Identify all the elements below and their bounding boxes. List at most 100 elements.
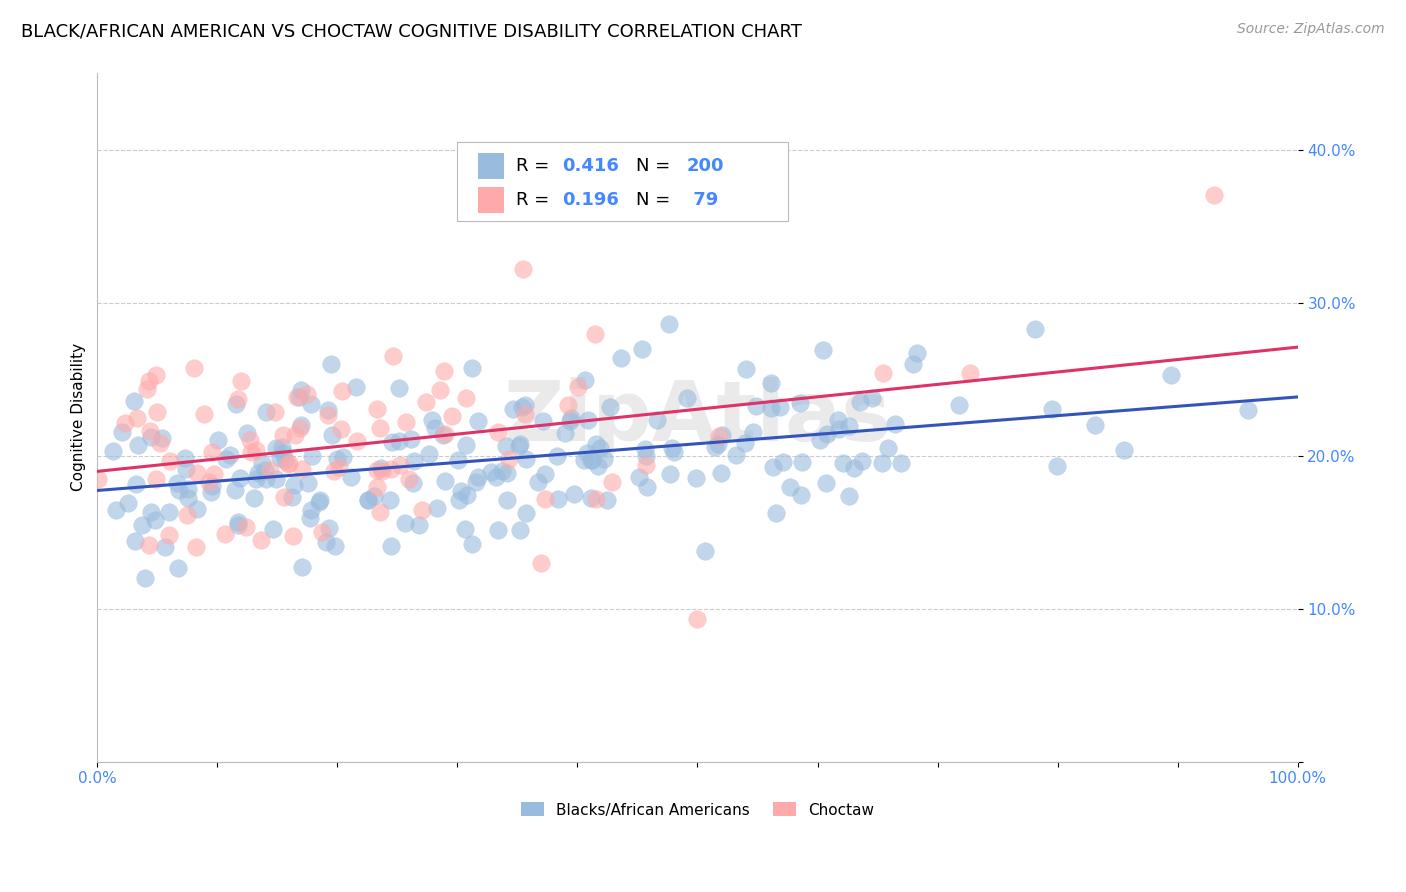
Point: [790, 455, 813, 469]
Point: [515, 398, 537, 412]
Point: [183, 360, 205, 375]
Point: [959, 367, 981, 381]
Point: [579, 453, 602, 467]
Point: [169, 483, 191, 498]
Text: ZipAtlas: ZipAtlas: [503, 376, 891, 458]
Point: [228, 392, 250, 406]
Point: [104, 503, 127, 517]
Point: [498, 451, 520, 466]
Point: [661, 441, 683, 455]
Point: [572, 453, 595, 467]
Point: [599, 401, 621, 415]
Point: [585, 437, 607, 451]
Point: [215, 452, 238, 467]
Point: [131, 517, 153, 532]
Point: [167, 560, 190, 574]
Point: [479, 465, 502, 479]
Point: [235, 426, 257, 441]
Point: [589, 442, 612, 456]
Point: [533, 492, 555, 507]
Text: N =: N =: [637, 157, 676, 175]
Point: [277, 456, 299, 470]
Point: [508, 439, 530, 453]
Point: [346, 434, 368, 449]
Point: [467, 414, 489, 428]
Point: [146, 404, 169, 418]
Point: [157, 505, 180, 519]
Point: [344, 380, 367, 394]
Point: [905, 346, 928, 360]
Point: [602, 475, 624, 490]
Point: [224, 483, 246, 497]
Point: [371, 464, 394, 478]
Point: [513, 407, 536, 421]
Point: [849, 394, 872, 409]
Point: [380, 539, 402, 553]
Point: [389, 458, 412, 472]
Point: [1040, 402, 1063, 417]
Point: [290, 384, 312, 398]
Bar: [478, 153, 505, 179]
Point: [527, 475, 550, 490]
Point: [415, 395, 437, 409]
Text: N =: N =: [637, 192, 676, 210]
Point: [486, 425, 509, 440]
Point: [290, 421, 312, 435]
Text: R =: R =: [516, 157, 555, 175]
Point: [202, 467, 225, 482]
Point: [509, 523, 531, 537]
Point: [380, 461, 402, 475]
Point: [745, 399, 768, 413]
Point: [593, 451, 616, 466]
Point: [318, 403, 340, 417]
Point: [1046, 458, 1069, 473]
Point: [254, 405, 277, 419]
Point: [495, 466, 517, 480]
Point: [583, 327, 606, 342]
Text: R =: R =: [516, 192, 555, 210]
Point: [315, 535, 337, 549]
Point: [441, 409, 464, 423]
Point: [357, 493, 380, 508]
Point: [316, 409, 339, 423]
Point: [200, 484, 222, 499]
Point: [328, 460, 350, 475]
Point: [301, 449, 323, 463]
Point: [547, 491, 569, 506]
Point: [676, 391, 699, 405]
Point: [562, 487, 585, 501]
Point: [280, 490, 302, 504]
Point: [318, 521, 340, 535]
Point: [402, 476, 425, 491]
Point: [366, 479, 388, 493]
Point: [283, 478, 305, 492]
Point: [245, 443, 267, 458]
Point: [811, 343, 834, 357]
Point: [1024, 322, 1046, 336]
Point: [515, 452, 537, 467]
Point: [808, 433, 831, 447]
Point: [381, 435, 404, 450]
Point: [235, 519, 257, 533]
Point: [467, 470, 489, 484]
Point: [271, 428, 294, 442]
Text: BLACK/AFRICAN AMERICAN VS CHOCTAW COGNITIVE DISABILITY CORRELATION CHART: BLACK/AFRICAN AMERICAN VS CHOCTAW COGNIT…: [21, 22, 801, 40]
Point: [411, 503, 433, 517]
Text: 0.196: 0.196: [562, 192, 619, 210]
Point: [228, 515, 250, 529]
Point: [259, 463, 281, 477]
Point: [585, 491, 607, 506]
Point: [321, 428, 343, 442]
Point: [447, 493, 470, 508]
Point: [420, 413, 443, 427]
Point: [291, 462, 314, 476]
Point: [382, 349, 405, 363]
Point: [664, 445, 686, 459]
Point: [363, 489, 385, 503]
Point: [433, 474, 456, 488]
Point: [769, 400, 792, 414]
Point: [174, 451, 197, 466]
Point: [851, 453, 873, 467]
Point: [323, 539, 346, 553]
Point: [231, 374, 253, 388]
